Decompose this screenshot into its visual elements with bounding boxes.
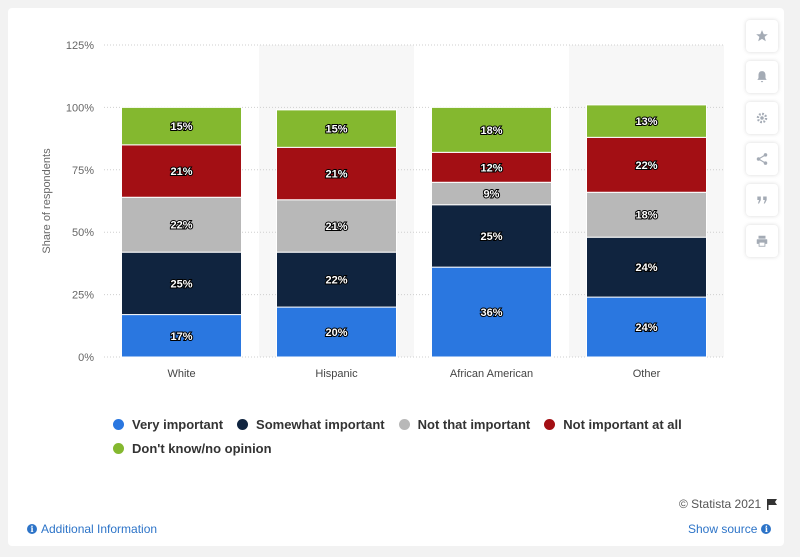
y-tick-label: 75% bbox=[72, 165, 94, 177]
legend-item[interactable]: Very important bbox=[113, 412, 223, 436]
data-label: 9% bbox=[484, 189, 500, 201]
data-label: 12% bbox=[480, 162, 502, 174]
credit-text: © Statista 2021 bbox=[679, 497, 762, 511]
bar-segment bbox=[121, 106, 242, 146]
bar-segment bbox=[276, 251, 397, 308]
data-label: 18% bbox=[635, 210, 657, 222]
data-label: 21% bbox=[170, 166, 192, 178]
print-button[interactable] bbox=[746, 225, 778, 257]
bar-segment bbox=[586, 136, 707, 193]
info-icon: i bbox=[27, 524, 37, 534]
bar-segment bbox=[586, 191, 707, 238]
bar-segment bbox=[431, 106, 552, 153]
star-icon bbox=[756, 30, 768, 42]
data-label: 15% bbox=[170, 121, 192, 133]
bar-segment bbox=[431, 266, 552, 358]
y-axis-label: Share of respondents bbox=[41, 148, 53, 254]
favorite-button[interactable] bbox=[746, 20, 778, 52]
notification-button[interactable] bbox=[746, 61, 778, 93]
data-label: 20% bbox=[325, 327, 347, 339]
legend-item[interactable]: Not important at all bbox=[544, 412, 682, 436]
flag-icon bbox=[767, 499, 778, 510]
data-label: 18% bbox=[480, 125, 502, 137]
legend-label: Very important bbox=[132, 416, 224, 432]
data-label: 25% bbox=[170, 278, 192, 290]
bell-icon bbox=[757, 71, 767, 83]
bar-segment bbox=[276, 306, 397, 358]
bar-segment bbox=[431, 204, 552, 268]
data-label: 21% bbox=[325, 169, 347, 181]
legend: Very important Somewhat important Not that… bbox=[113, 412, 713, 460]
data-label: 36% bbox=[480, 307, 502, 319]
data-label: 15% bbox=[325, 124, 347, 136]
cite-button[interactable] bbox=[746, 184, 778, 216]
additional-information-link[interactable]: i Additional Information bbox=[27, 522, 157, 536]
statista-credit[interactable]: © Statista 2021 bbox=[679, 497, 778, 511]
bar-segment bbox=[276, 146, 397, 201]
data-label: 25% bbox=[480, 231, 502, 243]
legend-item[interactable]: Don't know/no opinion bbox=[113, 436, 272, 460]
data-label: 24% bbox=[635, 322, 657, 334]
legend-label: Not that important bbox=[417, 416, 531, 432]
quote-icon bbox=[757, 196, 767, 204]
legend-label: Don't know/no opinion bbox=[132, 440, 272, 456]
data-label: 22% bbox=[325, 275, 347, 287]
info-icon: i bbox=[761, 524, 772, 534]
legend-swatch bbox=[398, 418, 410, 430]
bar-segment bbox=[586, 296, 707, 358]
share-button[interactable] bbox=[746, 143, 778, 175]
show-source-link[interactable]: Show source i bbox=[688, 522, 772, 536]
gear-icon bbox=[756, 112, 768, 124]
x-tick-label: Other bbox=[633, 368, 661, 380]
y-tick-label: 125% bbox=[66, 40, 94, 52]
bar-segment bbox=[121, 144, 242, 198]
bar-segment bbox=[586, 104, 707, 138]
data-label: 21% bbox=[325, 221, 347, 233]
y-tick-label: 50% bbox=[72, 227, 94, 239]
y-tick-label: 25% bbox=[72, 290, 94, 302]
legend-label: Somewhat important bbox=[256, 416, 385, 432]
y-tick-label: 100% bbox=[66, 102, 94, 114]
print-icon bbox=[756, 235, 768, 247]
y-tick-label: 0% bbox=[78, 352, 94, 364]
share-icon bbox=[756, 153, 768, 165]
bar-segment bbox=[276, 109, 397, 148]
bar-segment bbox=[121, 196, 242, 253]
data-label: 13% bbox=[635, 116, 657, 128]
bar-segment bbox=[431, 151, 552, 183]
x-tick-label: African American bbox=[450, 368, 533, 380]
settings-button[interactable] bbox=[746, 102, 778, 134]
bar-segment bbox=[276, 199, 397, 253]
chart-card: 0% 25% 50% 75% 100% 125% Share of respondents 1… bbox=[8, 8, 784, 546]
data-label: 17% bbox=[170, 331, 192, 343]
stacked-bar-chart: 0% 25% 50% 75% 100% 125% Share of respondents 1… bbox=[41, 40, 724, 380]
bar-segment bbox=[121, 251, 242, 316]
legend-label: Not important at all bbox=[563, 416, 682, 432]
x-tick-label: Hispanic bbox=[315, 368, 358, 380]
legend-swatch bbox=[113, 418, 124, 430]
legend-item[interactable]: Not that important bbox=[398, 412, 531, 436]
data-label: 22% bbox=[170, 220, 192, 232]
additional-information-label: Additional Information bbox=[41, 522, 158, 536]
legend-item[interactable]: Somewhat important bbox=[237, 412, 385, 436]
legend-swatch bbox=[113, 442, 124, 454]
sidebar-toolbar bbox=[746, 20, 778, 266]
show-source-label: Show source bbox=[688, 522, 758, 536]
data-label: 22% bbox=[635, 160, 657, 172]
x-tick-label: White bbox=[167, 368, 195, 380]
legend-swatch bbox=[544, 418, 556, 430]
bar-segment bbox=[586, 236, 707, 298]
legend-swatch bbox=[237, 418, 249, 430]
data-label: 24% bbox=[635, 262, 657, 274]
